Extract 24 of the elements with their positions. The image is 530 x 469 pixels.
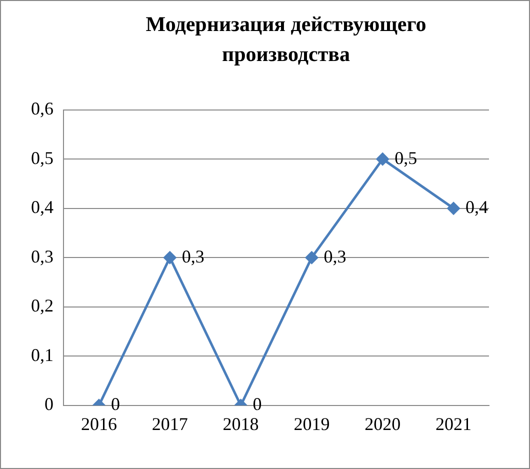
chart-title: Модернизация действующего производства (144, 11, 428, 68)
y-tick-label: 0,6 (31, 98, 54, 119)
x-tick-label: 2019 (294, 414, 330, 434)
y-tick-label: 0 (44, 394, 54, 414)
point (164, 251, 176, 264)
y-tick-label: 0,1 (31, 344, 54, 365)
data-label: 0,5 (394, 148, 418, 168)
x-tick-label: 2018 (222, 414, 259, 434)
x-tick-label: 2020 (364, 414, 401, 434)
data-label: 0 (110, 394, 120, 414)
y-tick-label: 0,5 (31, 148, 54, 168)
data-label: 0,3 (182, 246, 204, 266)
point (305, 251, 318, 264)
point (376, 152, 389, 166)
point (447, 202, 460, 215)
x-tick-label: 2017 (152, 414, 188, 434)
y-tick-label: 0,4 (31, 197, 54, 218)
y-tick-label: 0,3 (31, 246, 54, 266)
data-label: 0,3 (324, 246, 346, 266)
data-label: 0,4 (466, 197, 488, 218)
x-tick-label: 2021 (436, 414, 472, 434)
y-tick-label: 0,2 (31, 296, 54, 316)
x-tick-label: 2016 (80, 414, 117, 434)
data-label: 0 (252, 394, 262, 414)
